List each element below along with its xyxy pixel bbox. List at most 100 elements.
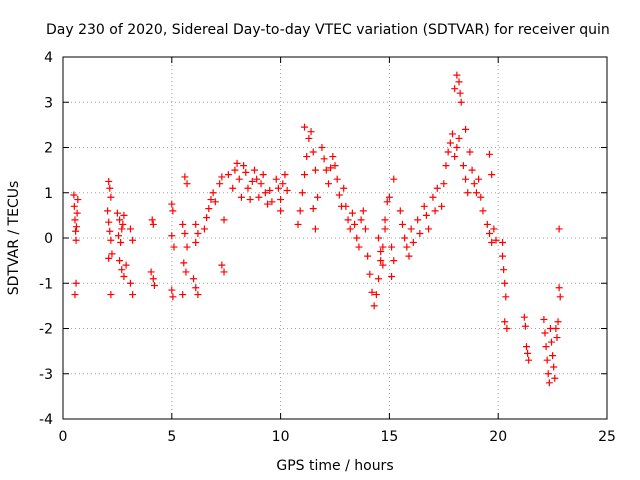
data-point	[403, 243, 411, 251]
data-point	[283, 186, 291, 194]
data-point	[211, 198, 219, 206]
data-point	[126, 225, 134, 233]
data-point	[118, 266, 126, 274]
data-point	[246, 196, 254, 204]
data-point	[420, 202, 428, 210]
data-point	[379, 243, 387, 251]
data-point	[179, 291, 187, 299]
data-point	[464, 189, 472, 197]
data-point	[72, 236, 80, 244]
data-point	[296, 207, 304, 215]
data-point	[129, 291, 137, 299]
data-point	[168, 232, 176, 240]
data-point	[314, 193, 322, 201]
data-point	[309, 205, 317, 213]
data-point	[253, 175, 261, 183]
data-point	[438, 202, 446, 210]
data-point	[307, 128, 315, 136]
grid-lines	[63, 57, 607, 419]
data-point	[231, 166, 239, 174]
data-point	[274, 184, 282, 192]
data-point	[429, 193, 437, 201]
y-tick-label: 2	[44, 141, 53, 157]
data-point	[499, 239, 507, 247]
y-axis-ticks: -4 -3 -2 -1 0 1 2 3 4	[39, 50, 607, 428]
data-point	[390, 175, 398, 183]
data-point	[229, 184, 237, 192]
y-axis-label: SDTVAR / TECUs	[6, 181, 22, 296]
data-point	[353, 234, 361, 242]
data-point	[309, 148, 317, 156]
data-point	[70, 202, 78, 210]
data-point	[216, 180, 224, 188]
data-point	[556, 293, 564, 301]
data-point	[311, 225, 319, 233]
data-point	[233, 159, 241, 167]
data-point	[250, 166, 258, 174]
data-point	[555, 284, 563, 292]
data-point	[169, 293, 177, 301]
data-point	[129, 236, 137, 244]
data-point	[192, 239, 200, 247]
data-point	[342, 202, 350, 210]
data-point	[190, 275, 198, 283]
data-point	[327, 164, 335, 172]
data-point	[240, 162, 248, 170]
data-point	[149, 220, 157, 228]
data-point	[106, 227, 114, 235]
data-point	[553, 334, 561, 342]
data-point	[192, 284, 200, 292]
data-point	[396, 207, 404, 215]
data-point	[320, 155, 328, 163]
data-point	[372, 291, 380, 299]
data-point	[551, 374, 559, 382]
data-point	[281, 171, 289, 179]
data-point	[455, 134, 463, 142]
data-point	[277, 196, 285, 204]
data-point	[524, 349, 532, 357]
data-point	[272, 175, 280, 183]
data-point	[105, 177, 113, 185]
data-point	[255, 193, 263, 201]
data-point	[549, 352, 557, 360]
data-point	[446, 139, 454, 147]
data-point	[368, 288, 376, 296]
data-point	[305, 134, 313, 142]
data-point	[279, 180, 287, 188]
data-point	[116, 216, 124, 224]
data-point	[268, 198, 276, 206]
data-point	[181, 229, 189, 237]
data-point	[303, 153, 311, 161]
data-point	[107, 236, 115, 244]
data-point	[477, 193, 485, 201]
data-point	[108, 250, 116, 258]
data-point	[501, 279, 509, 287]
data-point	[73, 209, 81, 217]
data-point	[385, 193, 393, 201]
data-point	[442, 162, 450, 170]
data-point	[147, 268, 155, 276]
data-point	[248, 177, 256, 185]
data-point	[207, 196, 215, 204]
data-point	[550, 363, 558, 371]
data-point	[333, 175, 341, 183]
y-tick-label: -3	[39, 367, 53, 383]
data-point	[449, 130, 457, 138]
data-point	[72, 223, 80, 231]
data-point	[194, 229, 202, 237]
data-point	[459, 162, 467, 170]
data-point	[453, 71, 461, 79]
data-point	[440, 180, 448, 188]
data-point	[242, 168, 250, 176]
data-point	[388, 243, 396, 251]
data-point	[462, 175, 470, 183]
data-point	[120, 272, 128, 280]
data-point	[500, 266, 508, 274]
data-point	[71, 216, 79, 224]
x-tick-label: 20	[489, 429, 507, 445]
data-point	[183, 180, 191, 188]
data-point	[74, 196, 82, 204]
data-point	[180, 259, 188, 267]
data-point	[552, 325, 560, 332]
